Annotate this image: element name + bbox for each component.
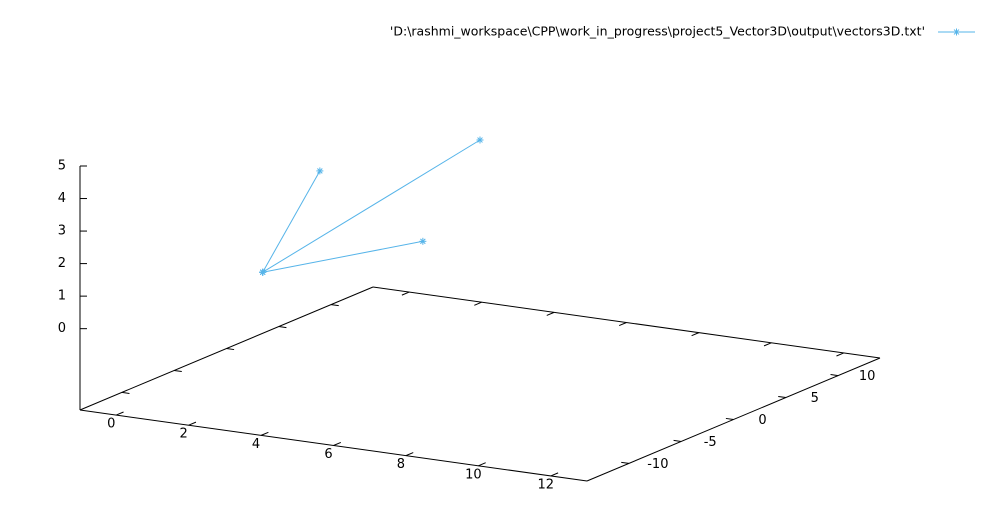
legend-label: 'D:\rashmi_workspace\CPP\work_in_progres… bbox=[390, 24, 925, 39]
data-point bbox=[419, 237, 427, 245]
legend-marker bbox=[953, 28, 960, 36]
data-point bbox=[259, 268, 267, 276]
x-tick bbox=[116, 411, 124, 416]
z-tick-label: 1 bbox=[58, 289, 66, 304]
x-tick-label: 4 bbox=[252, 437, 260, 452]
y-tick bbox=[673, 439, 682, 442]
y-tick bbox=[778, 395, 786, 399]
x-tick bbox=[260, 431, 269, 436]
y-tick bbox=[174, 369, 182, 373]
y-tick-label: -5 bbox=[704, 435, 717, 450]
marker-stroke bbox=[317, 168, 323, 174]
z-tick-label: 4 bbox=[58, 191, 66, 206]
y-tick bbox=[331, 304, 339, 307]
data-line bbox=[262, 240, 423, 273]
x-tick bbox=[333, 441, 342, 446]
z-tick-label: 0 bbox=[58, 321, 66, 336]
x-tick bbox=[763, 342, 772, 347]
data-line bbox=[262, 139, 481, 273]
x-tick-label: 10 bbox=[465, 467, 482, 482]
x-tick-label: 8 bbox=[397, 457, 405, 472]
x-tick bbox=[474, 301, 482, 306]
x-tick bbox=[550, 472, 559, 477]
z-tick-label: 5 bbox=[58, 159, 66, 174]
x-tick bbox=[618, 322, 627, 327]
y-tick bbox=[226, 348, 235, 351]
y-tick-label: 5 bbox=[811, 391, 819, 406]
data-point bbox=[316, 167, 324, 175]
marker-stroke bbox=[420, 238, 426, 245]
x-tick-label: 12 bbox=[538, 477, 555, 492]
x-tick bbox=[691, 332, 700, 337]
marker-stroke bbox=[477, 137, 483, 143]
y-tick bbox=[621, 461, 629, 464]
z-tick-label: 2 bbox=[58, 256, 66, 271]
data-point bbox=[476, 136, 484, 144]
x-tick bbox=[478, 462, 486, 467]
x-tick bbox=[405, 452, 414, 457]
z-tick-label: 3 bbox=[58, 224, 66, 239]
y-tick bbox=[121, 391, 130, 394]
y-tick bbox=[830, 374, 839, 377]
y-tick bbox=[278, 326, 287, 329]
x-tick bbox=[546, 311, 555, 316]
x-tick-label: 0 bbox=[107, 417, 115, 432]
x-tick bbox=[401, 291, 410, 296]
y-tick bbox=[725, 417, 734, 420]
data-line bbox=[262, 170, 321, 273]
x-tick bbox=[188, 421, 197, 426]
x-tick-label: 6 bbox=[324, 447, 332, 462]
y-tick-label: 0 bbox=[758, 413, 766, 428]
y-tick-label: 10 bbox=[859, 369, 876, 384]
x-tick-label: 2 bbox=[180, 427, 188, 442]
marker-stroke bbox=[953, 29, 960, 35]
x-tick bbox=[836, 352, 844, 357]
y-tick-label: -10 bbox=[647, 457, 668, 472]
marker-stroke bbox=[259, 269, 266, 276]
